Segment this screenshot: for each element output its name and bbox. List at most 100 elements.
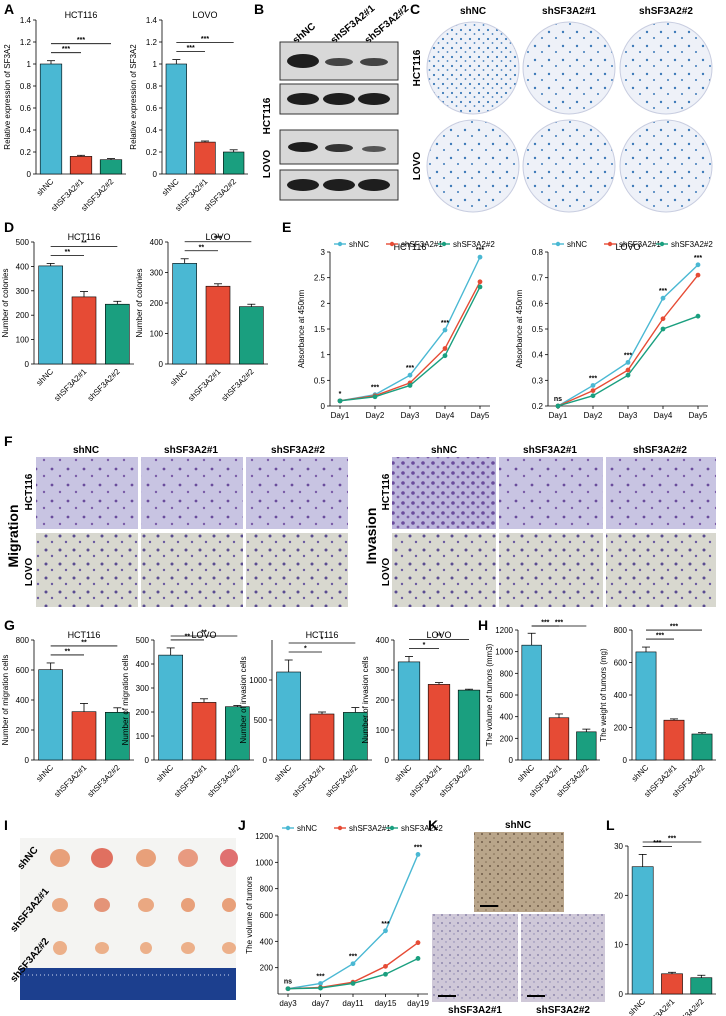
transwell-row-lovo-left: LOVO <box>24 558 35 587</box>
ihc-panel: shNC shSF3A2#1 shSF3A2#2 <box>432 820 605 1016</box>
data-point <box>660 326 666 332</box>
chart-H2: 0 200 400 600 800 The weight of tumors (mg) sh… <box>599 624 716 799</box>
bar <box>223 151 245 175</box>
data-point <box>477 284 483 290</box>
bar <box>635 651 657 761</box>
x-tick-label: shNC <box>273 763 294 784</box>
x-tick-label: shNC <box>35 177 56 198</box>
y-tick-label: 100 <box>150 330 164 339</box>
panel-label-I: I <box>4 817 8 833</box>
colony-col-label-1: shNC <box>460 6 486 17</box>
transwell-image <box>246 533 348 607</box>
data-point <box>590 388 596 393</box>
y-tick-label: 200 <box>136 708 150 717</box>
y-tick-label: 400 <box>376 636 390 645</box>
significance-label: *** <box>201 36 209 43</box>
transwell-image <box>606 533 716 607</box>
y-tick-label: 600 <box>260 911 274 920</box>
transwell-image <box>499 457 603 529</box>
panel-label-C: C <box>410 1 420 17</box>
series-line <box>557 264 699 407</box>
petri-dish-icon <box>522 21 616 115</box>
y-tick-label: 0.4 <box>20 126 32 135</box>
x-tick-label: shSF3A2#2 <box>437 763 473 799</box>
y-tick-label: 0 <box>159 360 164 369</box>
y-tick-label: 0.5 <box>532 325 544 334</box>
y-tick-label: 400 <box>260 937 274 946</box>
wb-band <box>323 93 355 105</box>
y-tick-label: 0.4 <box>532 351 544 360</box>
y-tick-label: 0 <box>509 756 514 765</box>
data-point <box>415 940 421 946</box>
transwell-image <box>392 533 496 607</box>
x-tick-label: shSF3A2#1 <box>52 367 88 403</box>
data-point <box>350 961 356 967</box>
chart-title: LOVO <box>615 242 640 252</box>
transwell-invasion-label: Invasion <box>363 508 379 565</box>
data-point <box>625 372 631 378</box>
western-blot-panel: shNC shSF3A2#1 shSF3A2#2 HCT116 LOVO <box>262 3 412 201</box>
transwell-row-lovo-right: LOVO <box>381 558 392 587</box>
x-tick-label: shSF3A2#1 <box>186 367 222 403</box>
ihc-image-sh1 <box>432 914 518 1002</box>
y-tick-label: 500 <box>16 238 30 247</box>
significance-label: ** <box>201 630 207 637</box>
data-point <box>383 963 388 969</box>
bar <box>71 296 97 365</box>
bar <box>105 303 130 365</box>
y-axis-label: Number of invasion cells <box>239 656 248 743</box>
bar <box>165 63 187 175</box>
wb-band <box>360 58 388 66</box>
y-tick-label: 1.5 <box>314 325 326 334</box>
panel-label-K: K <box>428 817 438 833</box>
legend-label: shSF3A2#2 <box>671 240 713 249</box>
tumor <box>220 849 238 867</box>
y-tick-label: 2 <box>321 299 326 308</box>
significance-label: *** <box>77 37 85 44</box>
y-tick-label: 1 <box>153 60 158 69</box>
significance-label: * <box>339 391 342 398</box>
colony-row-label-lovo: LOVO <box>412 152 423 181</box>
data-point <box>477 254 483 260</box>
y-tick-label: 400 <box>150 238 164 247</box>
bar <box>521 644 542 761</box>
data-point <box>415 852 421 857</box>
y-tick-label: 200 <box>500 734 514 743</box>
data-point <box>383 971 388 977</box>
y-tick-label: 300 <box>150 269 164 278</box>
significance-label: *** <box>62 46 70 53</box>
ihc-label-sh2: shSF3A2#2 <box>536 1005 590 1016</box>
y-tick-label: 0.8 <box>146 82 158 91</box>
ihc-label-shnc: shNC <box>505 820 531 831</box>
significance-label: ns <box>284 979 292 986</box>
transwell-col-migration-3: shSF3A2#2 <box>271 445 325 456</box>
y-tick-label: 1.2 <box>146 38 158 47</box>
y-tick-label: 500 <box>136 636 150 645</box>
tumor <box>181 942 195 954</box>
y-tick-label: 0.8 <box>20 82 32 91</box>
y-tick-label: 1 <box>27 60 32 69</box>
significance-label: *** <box>316 973 324 980</box>
data-point <box>350 981 356 986</box>
y-tick-label: 20 <box>614 891 623 900</box>
bar <box>427 684 451 761</box>
y-tick-label: 0.5 <box>314 376 326 385</box>
tumor <box>94 898 110 912</box>
tumor <box>53 941 67 955</box>
significance-label: ** <box>81 240 87 247</box>
petri-dish-icon <box>619 21 713 115</box>
y-tick-label: 400 <box>500 713 514 722</box>
legend-label: shSF3A2#2 <box>401 824 443 833</box>
y-axis-label: The volume of tumors <box>245 876 254 953</box>
x-tick-label: day7 <box>312 999 330 1008</box>
bar <box>205 285 231 365</box>
x-tick-label: shNC <box>630 763 651 784</box>
legend-marker <box>337 825 343 831</box>
significance-label: *** <box>371 385 379 392</box>
y-axis-label: Number of migration cells <box>121 655 130 746</box>
x-tick-label: Day5 <box>689 411 708 420</box>
data-point <box>660 295 666 301</box>
petri-dish-icon <box>619 119 713 213</box>
